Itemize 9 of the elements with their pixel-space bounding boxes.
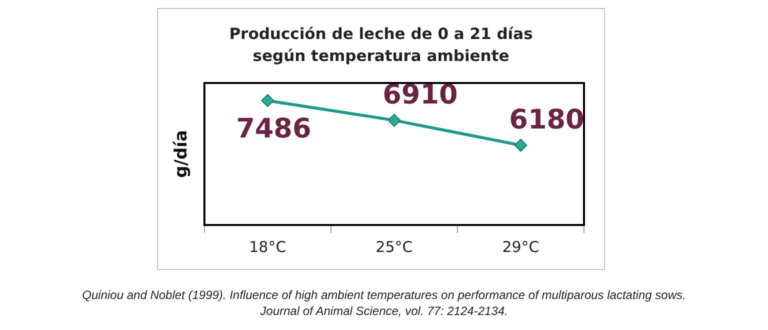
x-tick-label: 29°C bbox=[502, 238, 540, 256]
data-label: 6180 bbox=[509, 104, 584, 136]
x-tick-label: 18°C bbox=[249, 238, 286, 256]
text: Quiniou and Noblet (1999). Influence of high ambient temperatures on performance of multiparous lactating sows. Journal of Animal Science, vol. 77: 2124-2134. bbox=[81, 287, 687, 319]
chart-title: Producción de leche de 0 a 21 días según temperatura ambiente bbox=[228, 24, 534, 67]
y-axis-title: g/día bbox=[172, 130, 192, 178]
data-label: 6910 bbox=[382, 79, 458, 110]
data-label: 7486 bbox=[236, 114, 312, 145]
x-tick-label: 25°C bbox=[376, 238, 413, 256]
